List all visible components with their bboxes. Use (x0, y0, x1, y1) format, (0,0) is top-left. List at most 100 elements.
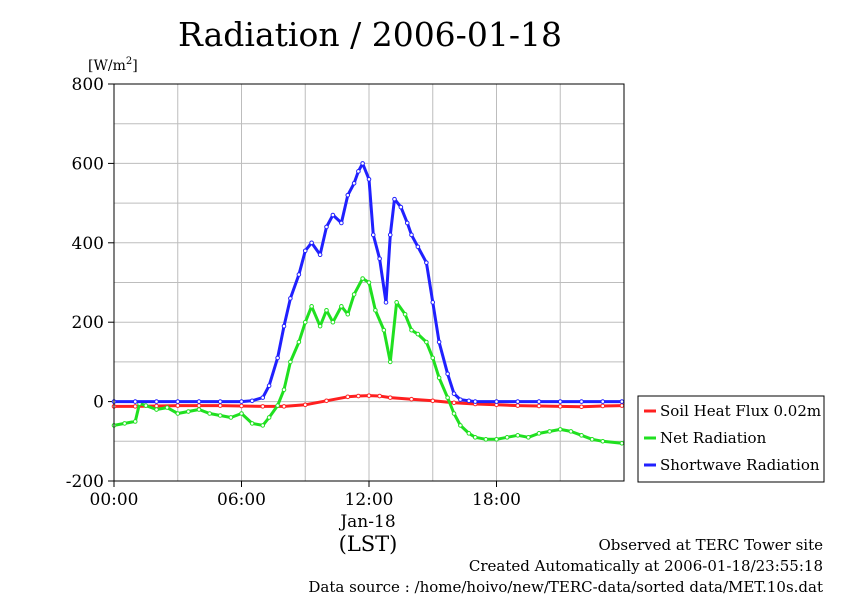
series-point-0 (324, 398, 329, 404)
y-tick-label: 400 (72, 234, 104, 254)
series-point-1 (309, 304, 314, 309)
series-point-0 (345, 394, 351, 400)
series-point-2 (536, 399, 542, 404)
legend-label: Soil Heat Flux 0.02m (660, 402, 821, 420)
series-point-0 (132, 404, 138, 409)
series-point-1 (394, 300, 399, 305)
series-point-2 (360, 161, 365, 166)
series-point-1 (132, 419, 138, 424)
series-point-1 (324, 307, 329, 313)
series-point-2 (579, 399, 584, 404)
series-point-2 (249, 398, 255, 404)
y-tick-label: 0 (93, 393, 104, 413)
series-point-2 (275, 355, 280, 361)
series-point-0 (366, 393, 372, 398)
series-point-2 (409, 232, 414, 238)
series-point-2 (281, 323, 287, 329)
series-line-1 (113, 277, 623, 445)
series-point-1 (557, 427, 563, 432)
series-point-1 (589, 437, 595, 442)
series-point-2 (132, 399, 138, 404)
series-point-0 (356, 393, 361, 399)
series-point-2 (466, 398, 472, 404)
chart-title: Radiation / 2006-01-18 (178, 15, 562, 54)
y-tick-label: -200 (66, 472, 104, 492)
series-point-2 (377, 256, 382, 261)
series-point-1 (424, 339, 429, 345)
series-point-1 (526, 435, 531, 440)
series-point-0 (409, 396, 414, 402)
series-point-1 (536, 431, 542, 436)
series-point-1 (381, 327, 387, 333)
y-tick-label: 600 (72, 154, 104, 174)
plot-frame (113, 83, 625, 482)
series-point-2 (370, 232, 376, 238)
series-point-2 (239, 399, 244, 404)
series-point-2 (451, 391, 457, 396)
series-point-1 (430, 355, 436, 361)
footer-line-3: Data source : /home/hoivo/new/TERC-data/… (308, 578, 823, 595)
series-point-1 (207, 411, 212, 416)
series-point-1 (402, 311, 408, 317)
series-point-2 (175, 399, 181, 404)
series-point-1 (351, 292, 357, 297)
series-point-2 (415, 244, 421, 250)
series-point-2 (398, 204, 404, 210)
series-point-1 (143, 403, 149, 408)
x-tick-label: 18:00 (472, 490, 521, 510)
series-point-1 (249, 421, 255, 426)
series-point-0 (536, 403, 542, 409)
series-point-1 (239, 411, 244, 416)
series-point-2 (392, 196, 397, 202)
series-point-0 (451, 400, 457, 406)
series-point-0 (387, 395, 393, 400)
series-point-1 (266, 415, 272, 420)
legend: Soil Heat Flux 0.02m Net Radiation Shortwa… (637, 395, 825, 483)
series-point-1 (494, 437, 499, 442)
series-point-2 (309, 240, 314, 246)
series-point-2 (260, 395, 266, 400)
series-point-1 (600, 439, 606, 444)
series-point-2 (445, 371, 450, 377)
series-point-1 (360, 276, 365, 281)
x-tick-label: 06:00 (217, 490, 266, 510)
series-point-0 (217, 403, 223, 408)
series-point-2 (600, 399, 606, 404)
series-point-1 (409, 327, 414, 333)
x-axis-ticks: 00:00 06:00 12:00 18:00 (90, 481, 521, 510)
series-point-1 (339, 304, 344, 309)
series-point-2 (154, 399, 159, 404)
series-point-2 (296, 272, 302, 277)
series-point-2 (458, 397, 463, 402)
series-point-1 (196, 407, 202, 412)
series-point-1 (288, 359, 293, 365)
series-point-2 (430, 300, 436, 305)
y-tick-label: 800 (72, 75, 104, 95)
series-point-1 (317, 323, 323, 329)
series-point-1 (164, 405, 170, 410)
footer-line-1: Observed at TERC Tower site (598, 536, 823, 554)
series-point-1 (366, 280, 372, 285)
series-point-1 (515, 433, 521, 438)
series-point-0 (175, 403, 181, 408)
x-date-label: Jan-18 (338, 512, 395, 532)
series-point-2 (324, 224, 329, 230)
series-point-1 (504, 435, 510, 440)
series-point-2 (619, 399, 625, 404)
series-point-1 (415, 331, 421, 337)
series-point-2 (383, 300, 389, 305)
series-point-1 (387, 359, 393, 365)
series-point-2 (515, 399, 521, 404)
series-point-2 (387, 232, 393, 238)
series-point-2 (366, 176, 372, 182)
series-point-2 (472, 399, 478, 404)
legend-box (637, 395, 825, 483)
series-point-0 (377, 393, 382, 399)
series-point-1 (579, 433, 584, 438)
series-point-0 (239, 403, 244, 409)
series-point-0 (579, 404, 584, 410)
series-point-0 (302, 402, 308, 408)
series-point-2 (494, 399, 499, 404)
series-point-0 (515, 403, 521, 408)
